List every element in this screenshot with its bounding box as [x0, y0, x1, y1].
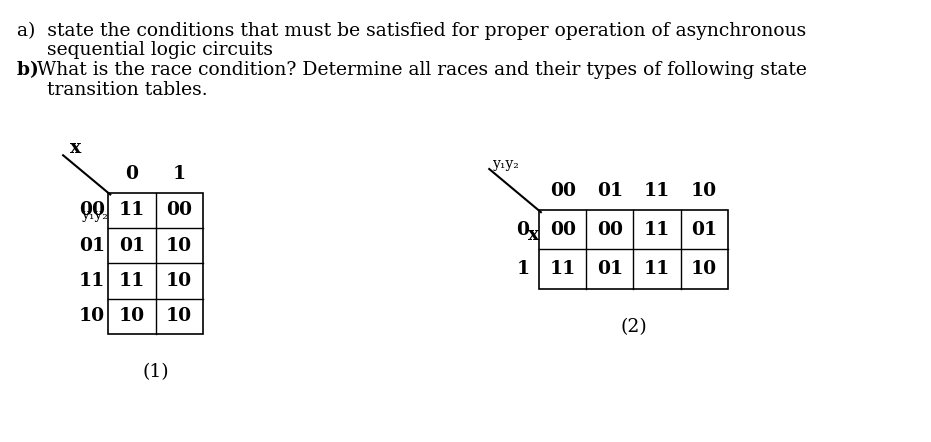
Text: 00: 00 — [549, 183, 575, 200]
Text: 01: 01 — [691, 221, 717, 239]
Text: 11: 11 — [644, 260, 670, 278]
Text: 0: 0 — [126, 165, 139, 183]
Text: 11: 11 — [644, 221, 670, 239]
Text: (2): (2) — [620, 318, 647, 336]
Text: 10: 10 — [691, 183, 717, 200]
Text: 0: 0 — [517, 221, 529, 239]
Text: 11: 11 — [644, 183, 670, 200]
Text: 11: 11 — [119, 272, 145, 290]
Bar — [539, 210, 728, 289]
Text: y₁y₂: y₁y₂ — [492, 157, 519, 171]
Text: 1: 1 — [516, 260, 530, 278]
Text: x: x — [71, 139, 82, 157]
Text: 00: 00 — [79, 201, 105, 219]
Text: 00: 00 — [597, 221, 623, 239]
Text: 00: 00 — [166, 201, 192, 219]
Text: 10: 10 — [166, 307, 192, 325]
Text: sequential logic circuits: sequential logic circuits — [17, 42, 273, 60]
Text: x: x — [528, 226, 539, 244]
Text: 10: 10 — [166, 272, 192, 290]
Text: 01: 01 — [597, 260, 623, 278]
Text: 11: 11 — [119, 201, 145, 219]
Text: 01: 01 — [119, 236, 145, 255]
Text: 10: 10 — [79, 307, 105, 325]
Text: a)  state the conditions that must be satisfied for proper operation of asynchro: a) state the conditions that must be sat… — [17, 22, 806, 40]
Bar — [108, 193, 203, 334]
Text: 11: 11 — [549, 260, 575, 278]
Text: y₁y₂: y₁y₂ — [82, 208, 108, 222]
Text: (1): (1) — [142, 363, 169, 381]
Text: 01: 01 — [597, 183, 623, 200]
Text: 10: 10 — [166, 236, 192, 255]
Text: 1: 1 — [172, 165, 185, 183]
Text: 10: 10 — [119, 307, 145, 325]
Text: transition tables.: transition tables. — [17, 81, 208, 99]
Text: 11: 11 — [79, 272, 105, 290]
Text: 00: 00 — [549, 221, 575, 239]
Text: b): b) — [17, 61, 45, 79]
Text: What is the race condition? Determine all races and their types of following sta: What is the race condition? Determine al… — [37, 61, 806, 79]
Text: 01: 01 — [79, 236, 105, 255]
Text: 10: 10 — [691, 260, 717, 278]
